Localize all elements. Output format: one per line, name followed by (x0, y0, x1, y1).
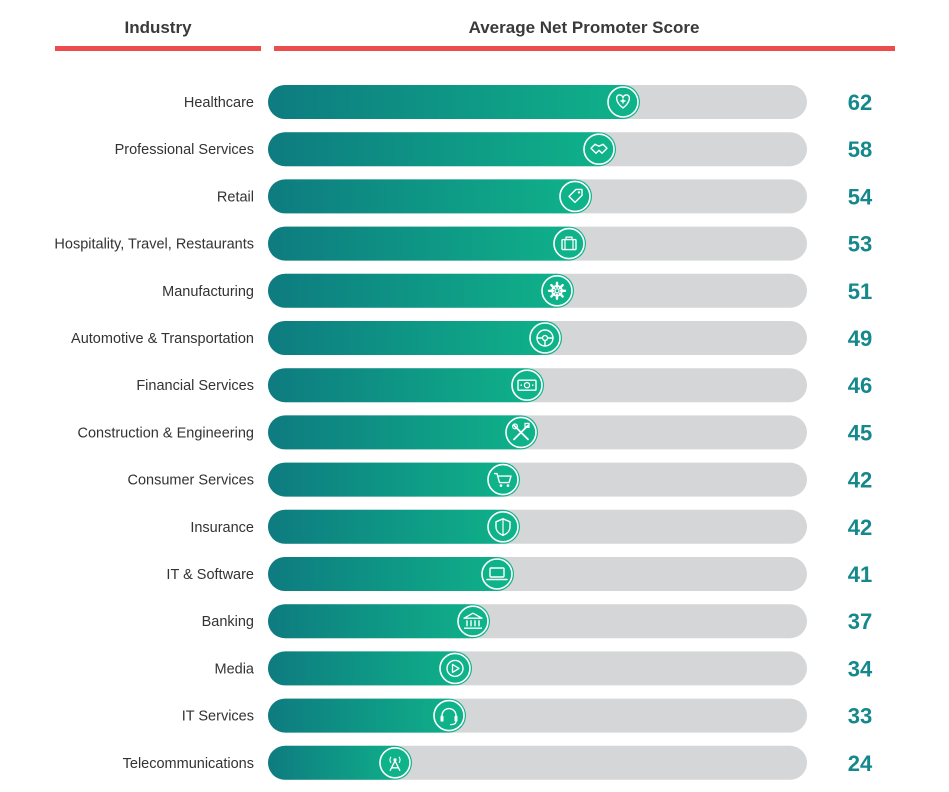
value-label: 42 (848, 468, 872, 493)
tools-icon (505, 416, 537, 449)
value-label: 41 (848, 562, 872, 587)
category-label: IT & Software (166, 567, 254, 583)
value-label: 24 (848, 751, 873, 776)
steering-wheel-icon (529, 322, 561, 354)
bar (268, 509, 520, 544)
industry-column-header: Industry (124, 18, 192, 37)
handshake-icon (583, 133, 615, 165)
category-label: Manufacturing (162, 284, 254, 300)
value-label: 58 (848, 137, 872, 162)
category-label: Professional Services (115, 142, 254, 158)
play-icon (439, 652, 471, 685)
score-column-header: Average Net Promoter Score (468, 18, 700, 37)
industry-header-underline (55, 46, 261, 51)
banknote-icon (511, 369, 543, 402)
value-label: 54 (848, 184, 873, 209)
category-label: IT Services (182, 709, 254, 725)
category-label: Construction & Engineering (77, 425, 254, 441)
value-label: 34 (848, 656, 873, 681)
value-label: 46 (848, 373, 872, 398)
category-label: Retail (217, 189, 254, 205)
category-label: Banking (202, 614, 254, 630)
price-tag-icon (559, 180, 591, 213)
category-label: Hospitality, Travel, Restaurants (54, 237, 254, 253)
antenna-icon (379, 746, 411, 779)
shield-icon (487, 510, 519, 543)
suitcase-icon (553, 227, 585, 260)
value-label: 51 (848, 279, 872, 304)
bar (268, 651, 472, 686)
bar (268, 179, 592, 214)
bar (268, 745, 412, 780)
bar (268, 462, 520, 497)
category-label: Healthcare (184, 95, 254, 111)
bar (268, 273, 574, 308)
category-label: Automotive & Transportation (71, 331, 254, 347)
bar (268, 604, 490, 639)
bar (268, 557, 514, 591)
shopping-cart-icon (487, 463, 519, 496)
value-label: 33 (848, 704, 872, 729)
value-label: 37 (848, 609, 872, 634)
gear-icon (541, 274, 573, 307)
value-label: 45 (848, 420, 872, 445)
bank-icon (457, 605, 489, 638)
category-label: Insurance (190, 520, 254, 536)
bar (268, 415, 538, 450)
category-label: Financial Services (136, 378, 254, 394)
bar (268, 226, 586, 261)
category-label: Media (215, 661, 255, 677)
value-label: 49 (848, 326, 872, 351)
value-label: 53 (848, 232, 872, 257)
heart-plus-icon (607, 86, 639, 118)
bar (268, 321, 562, 355)
category-label: Consumer Services (127, 473, 254, 489)
bar (268, 85, 640, 119)
value-label: 62 (848, 90, 872, 115)
headset-icon (433, 699, 465, 732)
category-label: Telecommunications (123, 756, 254, 772)
bar (268, 132, 616, 167)
laptop-icon (481, 558, 513, 590)
bar (268, 368, 544, 403)
value-label: 42 (848, 515, 872, 540)
score-header-underline (274, 46, 895, 51)
bar (268, 698, 466, 733)
